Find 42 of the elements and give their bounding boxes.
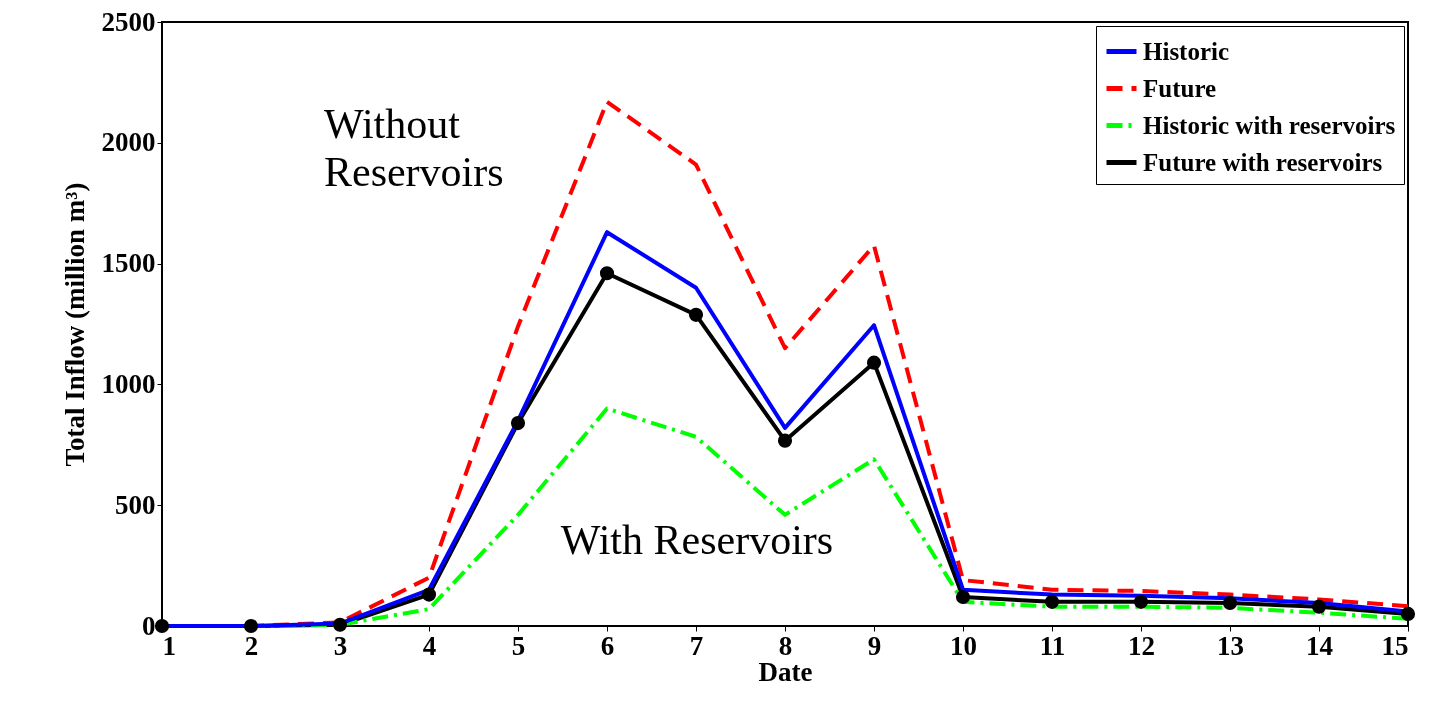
y-tick-label: 2500 [101, 6, 156, 37]
point [154, 618, 170, 634]
y-tick-label: 1000 [101, 368, 156, 399]
point [955, 589, 971, 605]
x-tick-label: 2 [244, 630, 259, 661]
point [1044, 594, 1060, 609]
x-tick-label: 1 [162, 630, 176, 661]
point [599, 266, 615, 281]
x-tick-label: 14 [1306, 630, 1333, 661]
x-tick-label: 4 [422, 630, 437, 661]
x-tick-label: 12 [1128, 630, 1155, 661]
point [421, 587, 437, 602]
y-tick-label: 1500 [101, 248, 156, 279]
x-tick-label: 9 [867, 630, 882, 661]
point [332, 617, 348, 632]
y-tick-label: 0 [142, 610, 156, 641]
point [1311, 599, 1327, 614]
point [1222, 595, 1238, 611]
x-tick-label: 5 [511, 630, 526, 661]
annotation: Without Reservoirs [323, 100, 504, 195]
x-tick-label: 7 [689, 630, 704, 661]
legend-label: Future with reservoirs [1143, 148, 1383, 176]
point [510, 416, 526, 431]
x-tick-label: 10 [950, 630, 977, 661]
point [866, 355, 882, 370]
legend-label: Historic [1143, 37, 1230, 65]
point [243, 618, 259, 634]
x-tick-label: 15 [1381, 630, 1409, 661]
x-tick-label: 11 [1039, 630, 1066, 661]
legend-label: Future [1143, 74, 1217, 102]
x-tick-label: 6 [600, 630, 615, 661]
y-axis-title: Total Inflow (million m³) [59, 182, 90, 467]
y-tick-label: 500 [115, 489, 156, 520]
annotation: With Reservoirs [560, 517, 834, 564]
point [1400, 606, 1416, 621]
point [777, 433, 793, 448]
x-tick-label: 3 [333, 630, 348, 661]
x-tick-label: 13 [1217, 630, 1244, 661]
point [1133, 594, 1149, 609]
y-tick-label: 2000 [101, 127, 156, 158]
point [688, 307, 704, 322]
legend-label: Historic with reservoirs [1143, 111, 1396, 139]
